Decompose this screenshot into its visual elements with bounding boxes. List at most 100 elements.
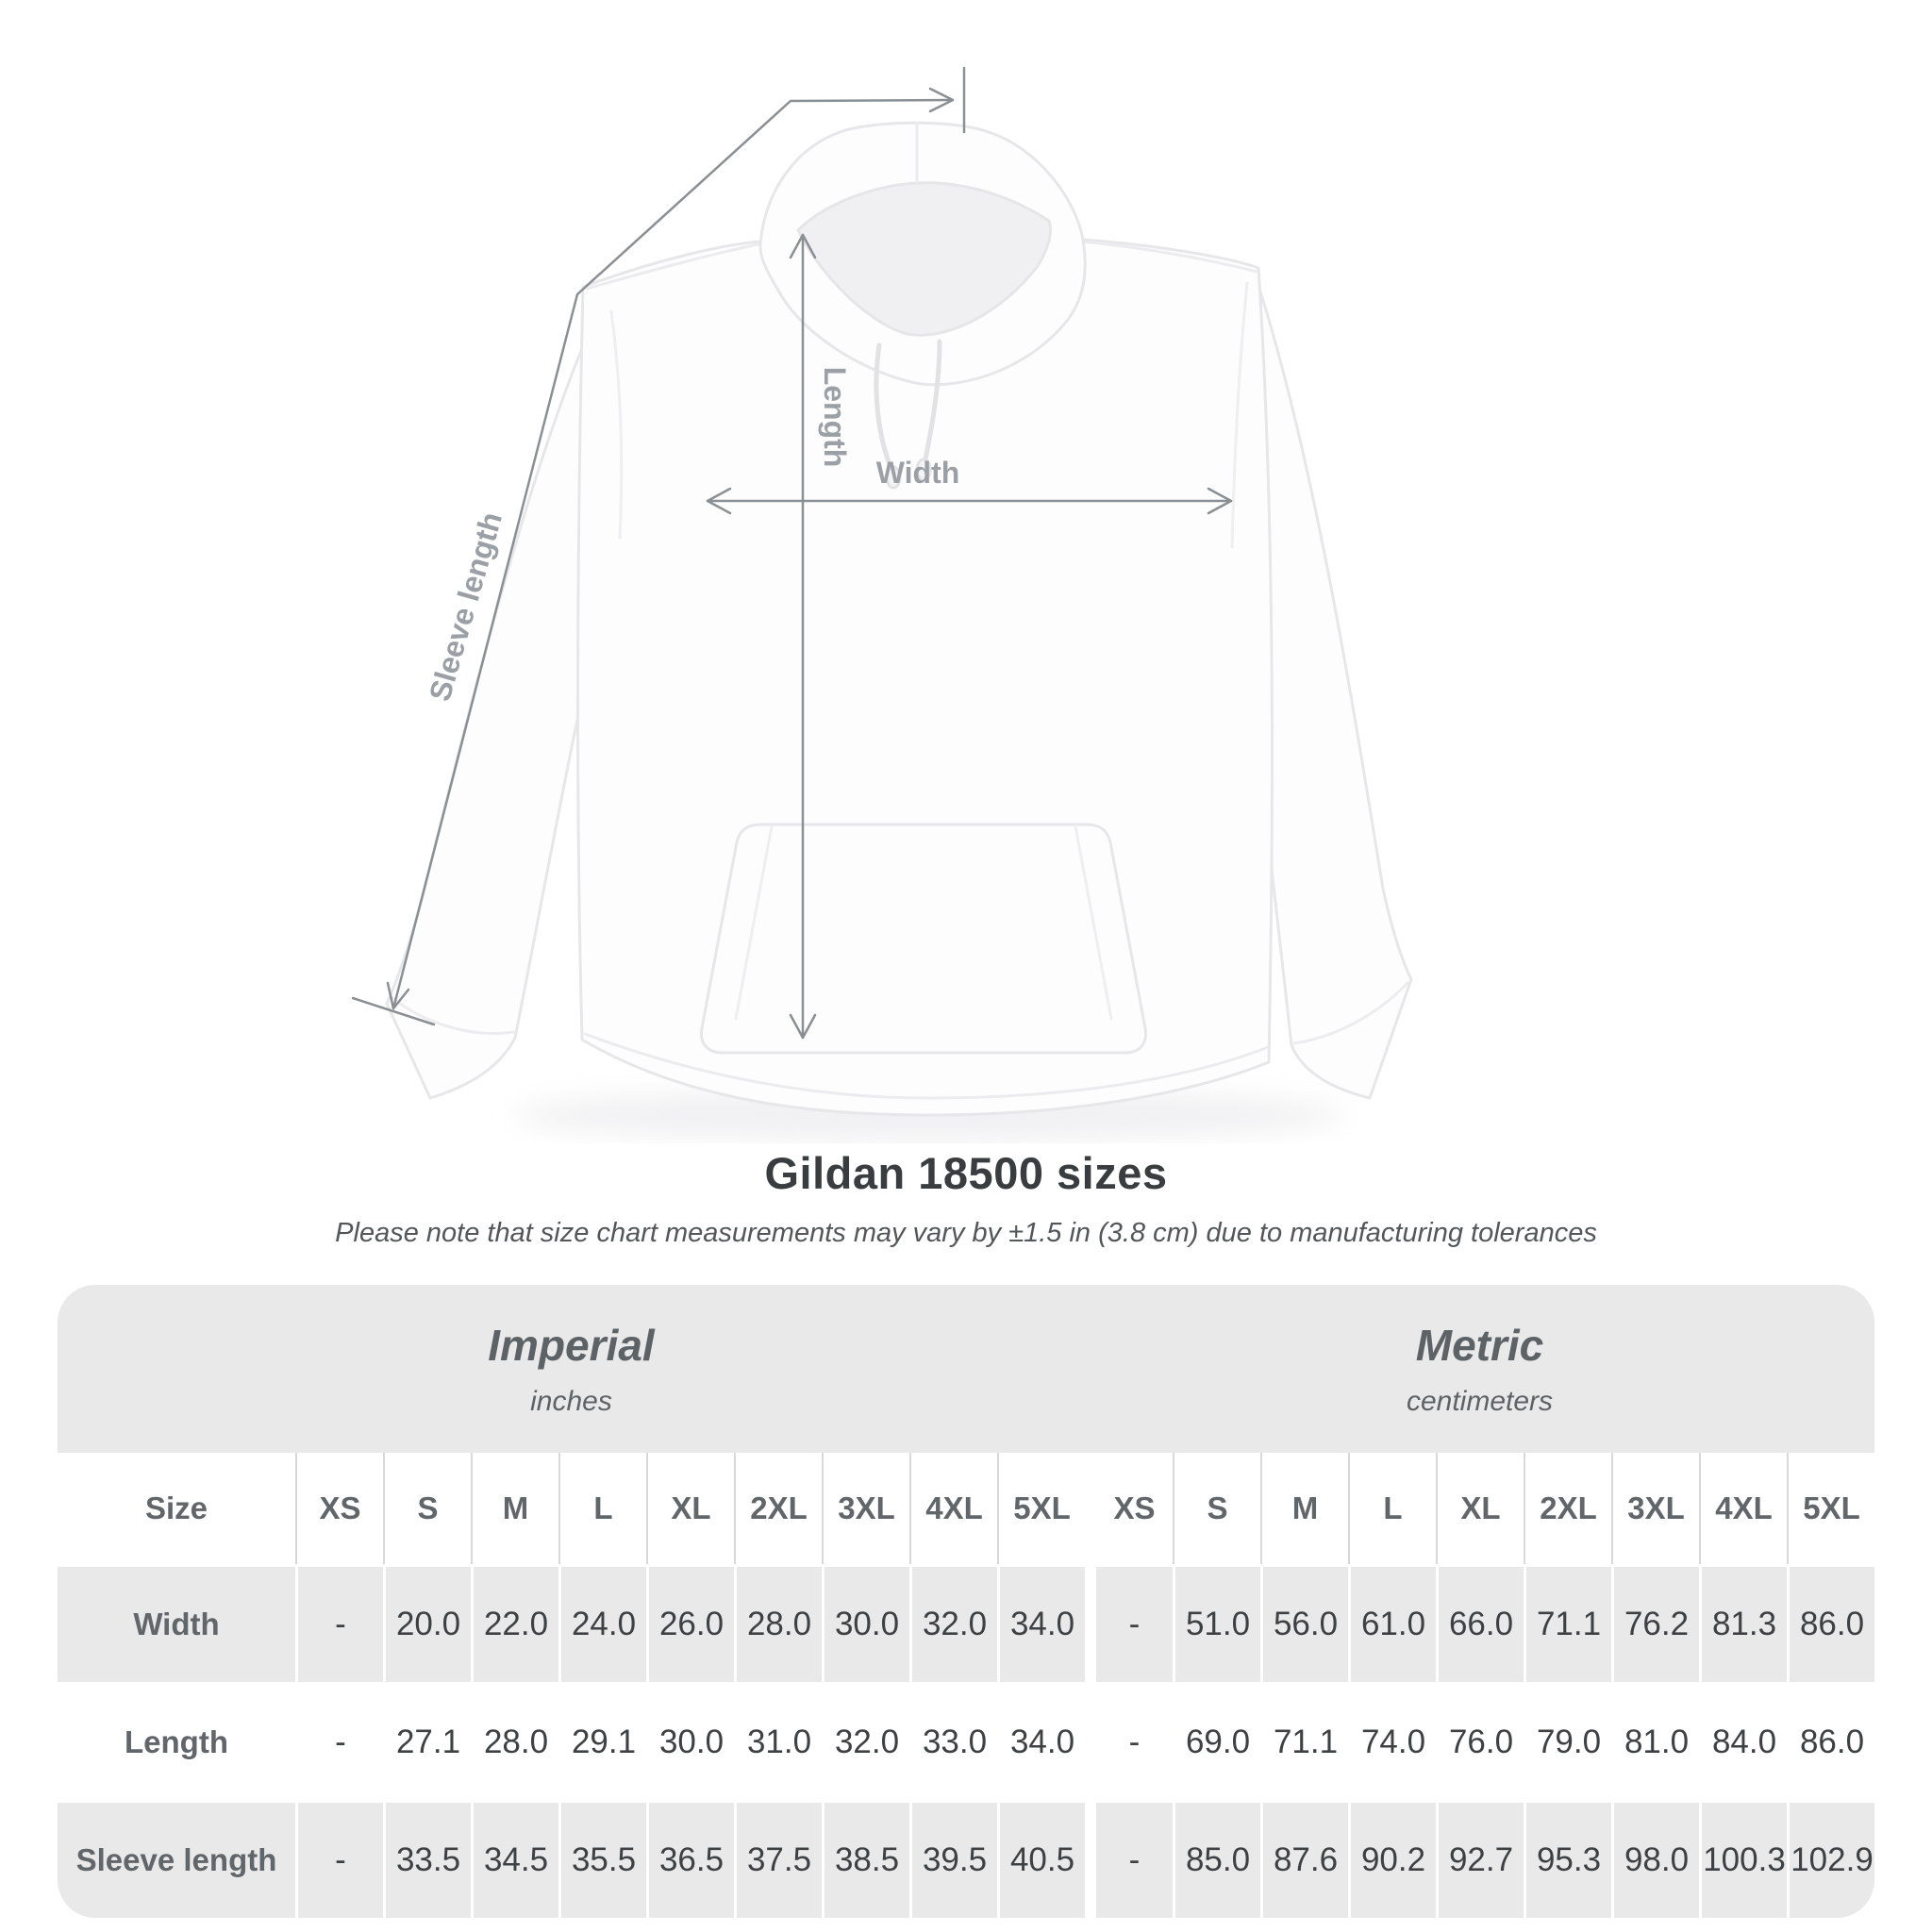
metric-value-cell: - [1085,1800,1173,1918]
size-column-header: 4XL [909,1453,997,1564]
imperial-value-cell: - [295,1682,383,1800]
caption-block: Gildan 18500 sizes Please note that size… [0,1147,1932,1249]
row-label: Sleeve length [58,1800,295,1918]
imperial-value-cell: 22.0 [471,1564,558,1682]
left-armhole-seam [609,309,624,540]
width-label: Width [876,456,960,490]
size-column-header: 3XL [822,1453,909,1564]
size-column-header: 3XL [1611,1453,1699,1564]
metric-value-cell: 69.0 [1173,1682,1260,1800]
measurement-row: Width -20.0 22.0 24.0 26.0 28.0 30.0 32.0 34.0-5… [58,1564,1874,1682]
imperial-value-cell: 34.0 [997,1564,1085,1682]
imperial-value-cell: 32.0 [822,1682,909,1800]
imperial-value-cell: 37.5 [734,1800,822,1918]
imperial-value-cell: 26.0 [646,1564,734,1682]
imperial-value-cell: 29.1 [558,1682,646,1800]
size-table-table: Imperial inches Metric centimeters Size XS S M L… [58,1285,1874,1918]
size-column-header: 4XL [1699,1453,1787,1564]
metric-value-cell: 76.0 [1436,1682,1524,1800]
imperial-value-cell: 28.0 [471,1682,558,1800]
imperial-value-cell: 36.5 [646,1800,734,1918]
metric-value-cell: 81.0 [1611,1682,1699,1800]
imperial-value-cell: 39.5 [909,1800,997,1918]
unit-section-row: Imperial inches Metric centimeters [58,1285,1874,1453]
metric-value-cell: 61.0 [1348,1564,1436,1682]
size-column-header: L [1348,1453,1436,1564]
hoodie-diagram-svg: Width Length Sleeve length [351,66,1413,1141]
hoodie-measurement-diagram: Width Length Sleeve length [351,66,1413,1141]
imperial-value-cell: - [295,1564,383,1682]
metric-value-cell: 66.0 [1436,1564,1524,1682]
sleeve-length-arrow [351,66,966,1026]
hem-band-seam [583,1032,1270,1100]
size-column-header: 5XL [997,1453,1085,1564]
metric-value-cell: 74.0 [1348,1682,1436,1800]
drawstring-tip-left [885,465,902,490]
imperial-value-cell: 28.0 [734,1564,822,1682]
metric-value-cell: - [1085,1682,1173,1800]
size-column-header: XL [646,1453,734,1564]
size-column-header: M [471,1453,558,1564]
metric-value-cell: 76.2 [1611,1564,1699,1682]
left-cuff-seam [389,994,515,1035]
pocket-left-opening-seam [734,824,774,1021]
section-header-imperial: Imperial inches [58,1285,1085,1453]
section-header-metric: Metric centimeters [1085,1285,1874,1453]
imperial-value-cell: 32.0 [909,1564,997,1682]
right-cuff-seam [1292,981,1409,1045]
imperial-value-cell: 33.0 [909,1682,997,1800]
metric-value-cell: 87.6 [1260,1800,1348,1918]
left-sleeve [385,298,623,1100]
size-column-header: S [383,1453,471,1564]
metric-value-cell: 79.0 [1524,1682,1611,1800]
size-column-header: 2XL [734,1453,822,1564]
metric-value-cell: 98.0 [1611,1800,1699,1918]
imperial-value-cell: 40.5 [997,1800,1085,1918]
left-shoulder-seam [585,242,764,291]
measurement-row: Sleeve length -33.5 34.5 35.5 36.5 37.5 38.5 39… [58,1800,1874,1918]
right-armhole-seam [1230,281,1249,549]
metric-value-cell: 84.0 [1699,1682,1787,1800]
imperial-value-cell: 34.5 [471,1800,558,1918]
size-table: Imperial inches Metric centimeters Size XS S M L… [58,1285,1874,1918]
pocket-right-opening-seam [1074,824,1113,1021]
imperial-value-cell: 20.0 [383,1564,471,1682]
metric-value-cell: 86.0 [1787,1682,1874,1800]
metric-value-cell: 85.0 [1173,1800,1260,1918]
imperial-value-cell: 24.0 [558,1564,646,1682]
kangaroo-pocket [699,823,1148,1055]
metric-value-cell: 102.9 [1787,1800,1874,1918]
imperial-value-cell: 27.1 [383,1682,471,1800]
size-column-header: S [1173,1453,1260,1564]
size-column-header: L [558,1453,646,1564]
imperial-value-cell: 35.5 [558,1800,646,1918]
imperial-value-cell: 38.5 [822,1800,909,1918]
metric-value-cell: 51.0 [1173,1564,1260,1682]
size-column-header: 5XL [1787,1453,1874,1564]
drawstring-tip-right [915,458,932,482]
size-header-row: Size XS S M L XL 2XL 3XL 4XL 5XL XS S M L XL 2XL 3XL 4XL 5… [58,1453,1874,1564]
size-corner-header: Size [58,1453,295,1564]
metric-value-cell: 81.3 [1699,1564,1787,1682]
hoodie-illustration [385,121,1413,1117]
section-label: Imperial [488,1321,655,1370]
section-label: Metric [1415,1321,1544,1370]
metric-value-cell: 56.0 [1260,1564,1348,1682]
metric-value-cell: 95.3 [1524,1800,1611,1918]
metric-value-cell: 90.2 [1348,1800,1436,1918]
size-column-header: XL [1436,1453,1524,1564]
metric-value-cell: 71.1 [1260,1682,1348,1800]
row-label: Length [58,1682,295,1800]
measurement-row: Length -27.1 28.0 29.1 30.0 31.0 32.0 33.0 34.0-… [58,1682,1874,1800]
metric-value-cell: 92.7 [1436,1800,1524,1918]
size-column-header: 2XL [1524,1453,1611,1564]
size-column-header: XS [295,1453,383,1564]
size-column-header: M [1260,1453,1348,1564]
imperial-value-cell: 34.0 [997,1682,1085,1800]
drawstrings [874,339,942,475]
metric-value-cell: 86.0 [1787,1564,1874,1682]
page-subtitle: Please note that size chart measurements… [335,1218,1597,1248]
width-arrow [706,487,1233,515]
imperial-value-cell: 30.0 [822,1564,909,1682]
metric-value-cell: 100.3 [1699,1800,1787,1918]
